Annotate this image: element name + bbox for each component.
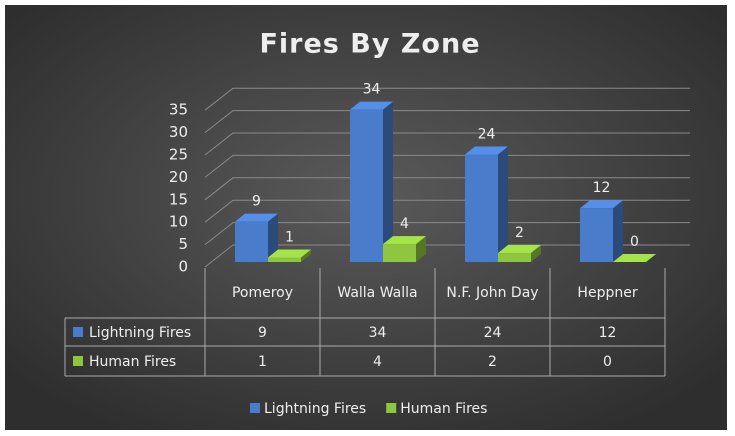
data-label: 24 xyxy=(478,126,496,142)
bar xyxy=(498,253,531,262)
table-row-label: Lightning Fires xyxy=(89,325,191,341)
category-cell: Heppner xyxy=(577,285,638,301)
data-label: 2 xyxy=(515,225,524,241)
category-cell: N.F. John Day xyxy=(446,285,539,301)
bar-top xyxy=(580,200,623,209)
table-cell: 9 xyxy=(258,325,267,341)
bar-top xyxy=(383,236,426,245)
grid-line xyxy=(204,87,690,111)
table-legend-key xyxy=(73,356,83,366)
bar-top xyxy=(350,101,393,110)
x-tick-label: N.F. John Day xyxy=(446,285,539,301)
chart-title: Fires By Zone xyxy=(259,29,480,60)
y-tick-label: 0 xyxy=(178,258,188,276)
grid-line xyxy=(204,222,690,245)
grid-line xyxy=(204,110,690,133)
y-tick-label: 15 xyxy=(169,190,188,208)
x-tick-label: Heppner xyxy=(577,285,638,301)
x-tick-label: Walla Walla xyxy=(337,285,418,301)
bar xyxy=(383,244,416,262)
y-tick-label: 20 xyxy=(169,168,188,186)
y-tick-label: 35 xyxy=(169,101,188,119)
bar xyxy=(350,109,383,263)
category-cell: Walla Walla xyxy=(337,285,418,301)
table-cell: 0 xyxy=(603,354,612,370)
bar xyxy=(235,221,268,262)
table-cell: 2 xyxy=(488,354,497,370)
y-tick-label: 25 xyxy=(169,146,188,164)
y-tick-label: 5 xyxy=(178,235,188,253)
data-label: 1 xyxy=(285,230,294,246)
category-cell: Pomeroy xyxy=(231,285,294,301)
bar-side xyxy=(383,101,393,263)
grid-line xyxy=(204,244,690,268)
table-legend-key xyxy=(73,327,83,337)
bar xyxy=(465,154,498,262)
legend-label: Lightning Fires xyxy=(264,401,366,417)
grid-line xyxy=(204,199,690,223)
data-label: 0 xyxy=(630,234,639,250)
bar-side xyxy=(268,213,278,262)
bar-top xyxy=(613,254,656,262)
bar-side xyxy=(416,236,426,262)
bar-side xyxy=(613,200,623,262)
y-tick-label: 30 xyxy=(169,123,188,141)
table-cell: 34 xyxy=(369,325,387,341)
bar-top xyxy=(465,146,508,155)
legend-label: Human Fires xyxy=(400,401,487,417)
bar xyxy=(580,208,613,262)
table-cell: 4 xyxy=(373,354,382,370)
bar-top xyxy=(268,249,311,258)
table-row-label: Human Fires xyxy=(89,354,176,370)
bar-side xyxy=(498,146,508,262)
bar xyxy=(268,257,301,262)
legend-key xyxy=(250,403,260,413)
data-label: 12 xyxy=(593,180,611,196)
bar-top xyxy=(498,245,541,254)
x-tick-label: Pomeroy xyxy=(231,285,294,301)
grid-line xyxy=(204,177,690,201)
data-label: 9 xyxy=(252,194,261,210)
bar-side xyxy=(531,245,541,262)
bar-side xyxy=(301,249,311,262)
data-label: 4 xyxy=(400,216,409,232)
grid-line xyxy=(204,154,690,178)
y-tick-label: 10 xyxy=(169,213,188,231)
table-cell: 1 xyxy=(258,354,267,370)
grid-line xyxy=(204,132,690,156)
data-label: 34 xyxy=(363,82,381,98)
table-cell: 12 xyxy=(599,325,617,341)
bar-top xyxy=(235,213,278,222)
legend-key xyxy=(386,403,397,413)
table-cell: 24 xyxy=(484,325,502,341)
